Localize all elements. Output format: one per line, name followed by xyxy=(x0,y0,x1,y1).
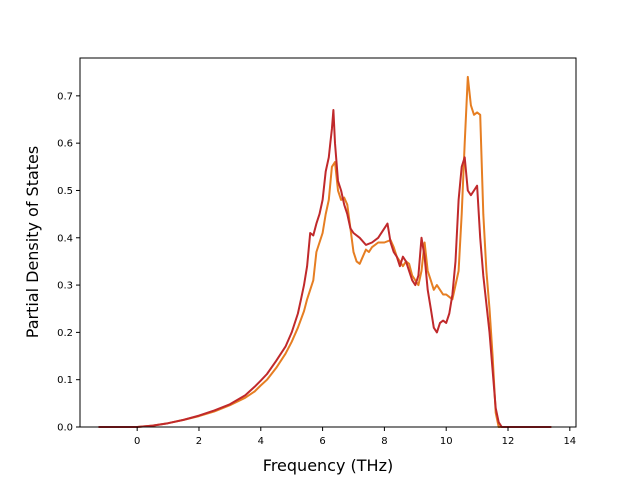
y-tick-label: 0.1 xyxy=(57,375,73,386)
y-tick-label: 0.6 xyxy=(57,139,73,150)
series-line-1 xyxy=(98,75,552,428)
x-axis-label: Frequency (THz) xyxy=(263,456,393,475)
x-tick-label: 6 xyxy=(319,436,325,447)
series-line-2 xyxy=(98,109,552,428)
x-axis-ticks: 0 2 4 6 8 10 12 14 xyxy=(134,427,576,447)
plot-frame xyxy=(79,57,577,428)
y-tick-label: 0.2 xyxy=(57,328,73,339)
x-tick-label: 14 xyxy=(563,436,576,447)
x-tick-label: 12 xyxy=(502,436,515,447)
series-lines xyxy=(98,75,552,428)
y-axis-label: Partial Density of States xyxy=(23,146,42,338)
y-tick-label: 0.4 xyxy=(57,233,73,244)
y-tick-label: 0.7 xyxy=(57,91,73,102)
x-tick-label: 4 xyxy=(258,436,264,447)
x-tick-label: 0 xyxy=(134,436,140,447)
y-tick-label: 0.0 xyxy=(57,423,73,434)
x-tick-label: 2 xyxy=(196,436,202,447)
x-tick-label: 10 xyxy=(440,436,453,447)
y-tick-label: 0.3 xyxy=(57,281,73,292)
x-tick-label: 8 xyxy=(381,436,387,447)
y-tick-label: 0.5 xyxy=(57,186,73,197)
plot-area xyxy=(80,58,576,427)
y-axis-ticks: 0.0 0.1 0.2 0.3 0.4 0.5 0.6 0.7 xyxy=(57,91,80,434)
